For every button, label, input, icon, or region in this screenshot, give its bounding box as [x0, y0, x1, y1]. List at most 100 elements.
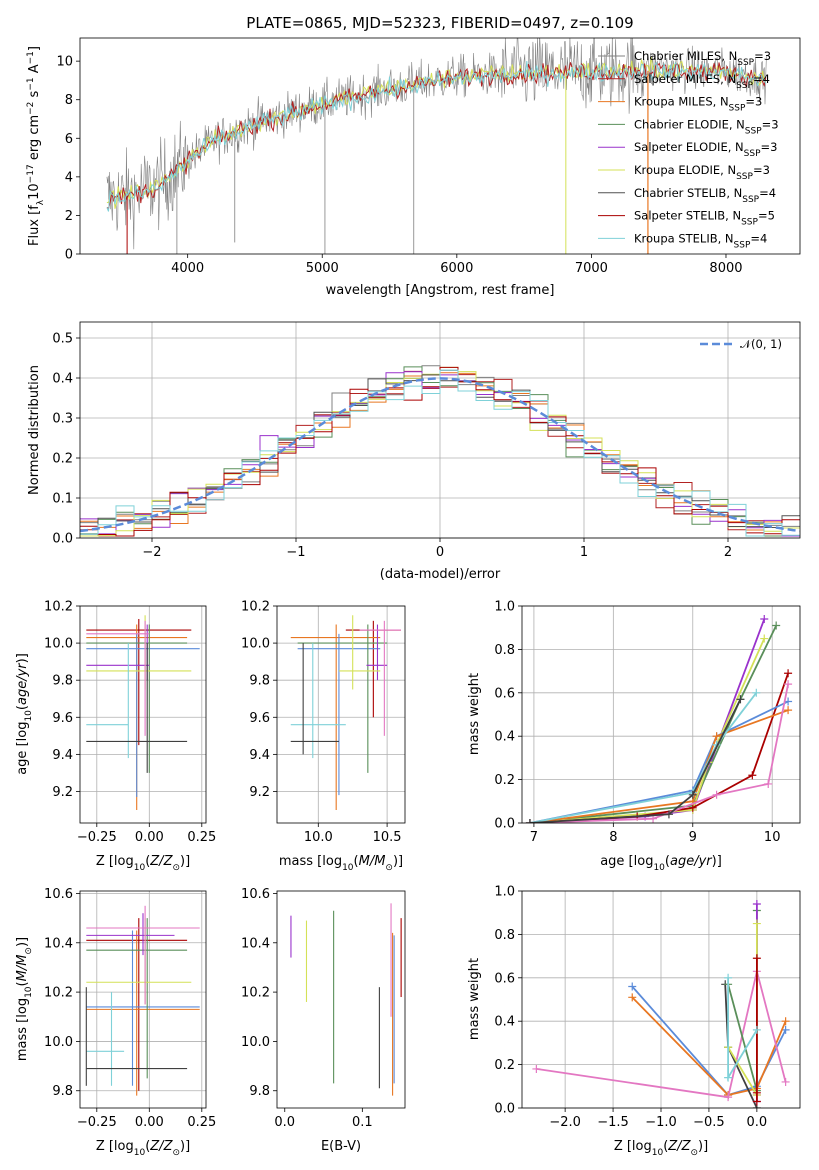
plot-mass_vs_EBV: 0.0 0.1 9.8 10.0 10.2 10.4 10.6 [241, 887, 406, 1130]
x-tick-label: −1.0 [645, 1115, 677, 1130]
plot-area [86, 615, 200, 811]
plot-area [85, 905, 200, 1096]
label-part: A [27, 64, 42, 77]
y-tick-label: 0.2 [494, 773, 515, 788]
histogram-step [80, 369, 800, 537]
label-part: ( [15, 705, 30, 710]
label-part: SSP [737, 58, 754, 68]
series-line [529, 700, 789, 823]
x-tick-label: 10.0 [304, 830, 333, 845]
plot-area [532, 900, 790, 1108]
x-axis-label: Z [log10(Z/Z⊙)] [614, 1139, 708, 1158]
x-tick-label: −0.25 [77, 830, 117, 845]
y-tick-label: 0.8 [494, 928, 515, 943]
y-tick-label: 0.4 [52, 372, 73, 387]
label-part: ⊙ [385, 863, 393, 873]
label-part: M/M [15, 955, 30, 982]
x-tick-label: 8 [609, 830, 617, 845]
label-part: 10 [652, 1148, 664, 1158]
label-part: )] [698, 1139, 708, 1154]
label-part: Z/Z [149, 854, 173, 869]
label-part: ( [145, 854, 150, 869]
y-tick-label: 0.0 [52, 532, 73, 547]
label-part: =3 [761, 140, 778, 154]
plot-residuals: −2 −1 0 1 2 0.0 0.1 0.2 0.3 0.4 0.5 [52, 321, 801, 560]
y-tick-label: 10.0 [44, 1035, 73, 1050]
data-point [712, 732, 721, 741]
series-line [529, 638, 766, 823]
series-line [529, 709, 789, 823]
spectrum-title: PLATE=0865, MJD=52323, FIBERID=0497, z=0… [246, 14, 633, 32]
legend-entry: 𝒩(0, 1) [740, 337, 782, 351]
label-part: age [log [600, 854, 653, 869]
label-part: ( [145, 1139, 150, 1154]
series-line [529, 673, 789, 823]
label-part: SSP [736, 172, 753, 182]
label-part: ( [15, 981, 30, 986]
y-tick-label: 9.2 [249, 785, 270, 800]
label-part: ( [663, 1139, 668, 1154]
x-tick-label: −1 [286, 545, 305, 560]
x-tick-label: 0 [436, 545, 444, 560]
x-tick-label: 6000 [440, 261, 473, 276]
label-part: )] [15, 653, 30, 663]
y-tick-label: 0.2 [52, 452, 73, 467]
label-part: SSP [745, 126, 762, 136]
label-part: ⊙ [24, 947, 34, 955]
label-part: )] [393, 854, 403, 869]
label-part: )] [712, 854, 722, 869]
legend-entry: Chabrier MILES, NSSP=3 [634, 49, 771, 68]
label-part: 10 [27, 183, 42, 200]
data-point [752, 900, 761, 909]
label-part: age [log [15, 722, 30, 775]
data-point [736, 695, 745, 704]
data-point [781, 1017, 790, 1026]
label-part: SSP [736, 81, 753, 91]
y-tick-label: 6 [65, 132, 73, 147]
data-point [781, 1077, 790, 1086]
y-tick-label: 2 [65, 209, 73, 224]
y-tick-label: 1.0 [494, 885, 515, 900]
plot-area [525, 615, 793, 823]
label-part: ⊙ [172, 863, 180, 873]
label-part: ( [354, 854, 359, 869]
label-part: ] [27, 46, 42, 51]
label-part: Flux [f [27, 205, 42, 246]
axes-frame [79, 321, 801, 539]
x-tick-label: −2 [142, 545, 161, 560]
y-tick-label: 0.4 [494, 730, 515, 745]
legend-entry: Kroupa MILES, NSSP=3 [634, 95, 762, 114]
x-tick-label: −1.5 [597, 1115, 629, 1130]
x-axis-label: Z [log10(Z/Z⊙)] [96, 854, 190, 873]
legend-entry: Salpeter ELODIE, NSSP=3 [634, 140, 777, 159]
y-tick-label: 9.4 [249, 748, 270, 763]
y-tick-label: 0.0 [494, 1102, 515, 1117]
x-tick-label: 1 [580, 545, 588, 560]
x-tick-label: −2.0 [549, 1115, 581, 1130]
x-axis-label: E(B-V) [321, 1139, 361, 1154]
x-tick-label: −0.5 [693, 1115, 725, 1130]
y-tick-label: 1.0 [494, 600, 515, 615]
data-point [752, 919, 761, 928]
label-part: Z/Z [667, 1139, 691, 1154]
data-point [724, 1093, 733, 1102]
x-tick-label: 2 [724, 545, 732, 560]
label-part: SSP [744, 149, 761, 159]
axes-frame [79, 890, 207, 1109]
label-part: 10 [342, 863, 354, 873]
y-tick-label: 10 [56, 55, 73, 70]
label-part: Salpeter STELIB, N [634, 209, 741, 223]
y-tick-label: 9.8 [249, 1084, 270, 1099]
label-part: mass [log [15, 998, 30, 1061]
data-point [688, 790, 697, 799]
label-part: SSP [729, 104, 746, 114]
y-tick-label: 0.3 [52, 412, 73, 427]
x-tick-label: 0.25 [187, 830, 216, 845]
data-point [784, 680, 793, 689]
model-spectrum [106, 61, 767, 212]
label-part: =3 [753, 163, 770, 177]
plot-area [80, 365, 800, 537]
label-part: ( [665, 854, 670, 869]
label-part: Chabrier ELODIE, N [634, 117, 745, 131]
label-part: Kroupa STELIB, N [634, 231, 734, 245]
